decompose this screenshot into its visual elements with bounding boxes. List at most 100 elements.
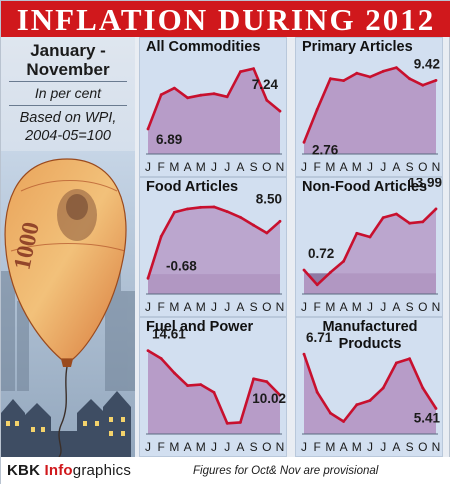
data-point: [302, 352, 306, 356]
x-tick-label: M: [196, 300, 206, 314]
data-point: [173, 86, 176, 90]
x-tick-label: M: [169, 440, 179, 454]
series-area: [304, 67, 436, 154]
x-tick-label: S: [406, 440, 414, 454]
data-label: 10.02: [252, 391, 286, 406]
data-point: [278, 109, 282, 113]
footer: KBK Infographics Figures for Oct& Nov ar…: [1, 457, 450, 484]
chart-panel-primary-articles: J F M A M J J A S O N 2.76 9.42 Primary Articles: [295, 37, 443, 177]
data-label: 13.99: [408, 178, 442, 190]
data-point: [302, 140, 306, 144]
data-point: [252, 67, 255, 70]
provisional-note: Figures for Oct& Nov are provisional: [193, 465, 379, 477]
header-banner: INFLATION DURING 2012: [1, 1, 450, 37]
data-point: [355, 403, 359, 407]
chart-title: Primary Articles: [302, 39, 413, 55]
data-point: [212, 205, 216, 209]
data-point: [395, 212, 398, 216]
x-tick-label: S: [250, 160, 258, 174]
x-tick-label: J: [380, 300, 386, 314]
chart-title-line-2: Products: [338, 336, 402, 352]
x-tick-label: M: [352, 300, 362, 314]
chart-canvas: J F M A M J J A S O N2.769.42: [301, 56, 440, 174]
data-point: [159, 235, 163, 238]
series-area: [148, 206, 280, 294]
page-title: INFLATION DURING 2012: [16, 1, 436, 37]
data-point: [381, 69, 385, 73]
x-tick-label: O: [262, 160, 271, 174]
data-label: 8.50: [256, 191, 282, 206]
data-point: [252, 223, 255, 227]
x-tick-label: O: [262, 440, 271, 454]
x-tick-label: M: [196, 440, 206, 454]
x-tick-label: M: [169, 160, 179, 174]
data-point: [239, 70, 242, 74]
chart-panel-manufactured-products: J F M A M J J A S O N 6.71 5.41 Manufactured Product…: [295, 317, 443, 457]
x-tick-label: S: [250, 300, 258, 314]
x-tick-label: A: [184, 300, 192, 314]
data-point: [408, 221, 411, 225]
data-point: [434, 407, 438, 410]
data-point: [395, 66, 398, 69]
x-tick-label: J: [224, 160, 230, 174]
data-point: [421, 220, 425, 224]
x-tick-label: M: [325, 440, 335, 454]
x-tick-label: N: [432, 440, 441, 454]
base-label: Based on WPI, 2004-05=100: [7, 109, 129, 145]
x-tick-label: O: [418, 160, 427, 174]
data-point: [252, 377, 255, 381]
data-point: [368, 235, 372, 239]
data-point: [421, 386, 425, 390]
x-tick-label: J: [211, 160, 217, 174]
data-point: [186, 96, 189, 100]
x-tick-label: N: [276, 300, 285, 314]
chart-title: Non-Food Articles: [302, 179, 428, 195]
x-tick-label: A: [340, 300, 348, 314]
x-tick-label: J: [301, 440, 307, 454]
data-point: [239, 421, 242, 424]
x-tick-label: M: [169, 300, 179, 314]
x-tick-label: N: [432, 300, 441, 314]
x-tick-label: A: [340, 440, 348, 454]
x-tick-label: S: [406, 300, 414, 314]
chart-canvas: J F M A M J J A S O N6.897.24: [145, 67, 284, 174]
x-tick-label: F: [314, 300, 321, 314]
x-tick-label: A: [184, 440, 192, 454]
data-point: [421, 83, 425, 87]
data-point: [381, 216, 385, 219]
data-point: [408, 77, 411, 81]
data-point: [225, 210, 229, 213]
data-point: [315, 108, 319, 111]
data-label: 2.76: [312, 142, 339, 157]
data-label: 9.42: [414, 56, 440, 71]
data-point: [355, 231, 359, 235]
unit-label: In per cent: [34, 85, 102, 101]
chart-title: All Commodities: [146, 39, 261, 55]
data-point: [212, 92, 216, 96]
chart-panel-food-articles: J F M A M J J A S O N -0.68 8.50 Food Articles: [139, 177, 287, 317]
balloon-string: [58, 366, 68, 457]
chart-canvas: J F M A M J J A S O N-0.688.50: [145, 191, 285, 314]
data-point: [199, 383, 203, 386]
balloon: 1000: [4, 158, 127, 367]
x-tick-label: F: [158, 300, 165, 314]
x-tick-label: J: [367, 300, 373, 314]
data-point: [278, 219, 282, 223]
x-tick-label: J: [145, 300, 151, 314]
x-tick-label: M: [352, 440, 362, 454]
data-label: 6.71: [306, 330, 333, 345]
x-tick-label: S: [250, 440, 258, 454]
chart-title-line-1: Manufactured: [322, 319, 418, 335]
x-tick-label: A: [392, 160, 400, 174]
series-area: [148, 350, 280, 434]
data-label: 7.24: [252, 77, 279, 92]
chart-panel-all-commodities: J F M A M J J A S O N 6.89 7.24 All Commodities: [139, 37, 287, 177]
data-point: [329, 271, 332, 274]
base-line-1: Based on WPI,: [19, 110, 117, 126]
x-tick-label: A: [392, 440, 400, 454]
chart-title: Fuel and Power: [146, 319, 254, 335]
houses: [1, 391, 131, 457]
data-point: [186, 384, 189, 387]
